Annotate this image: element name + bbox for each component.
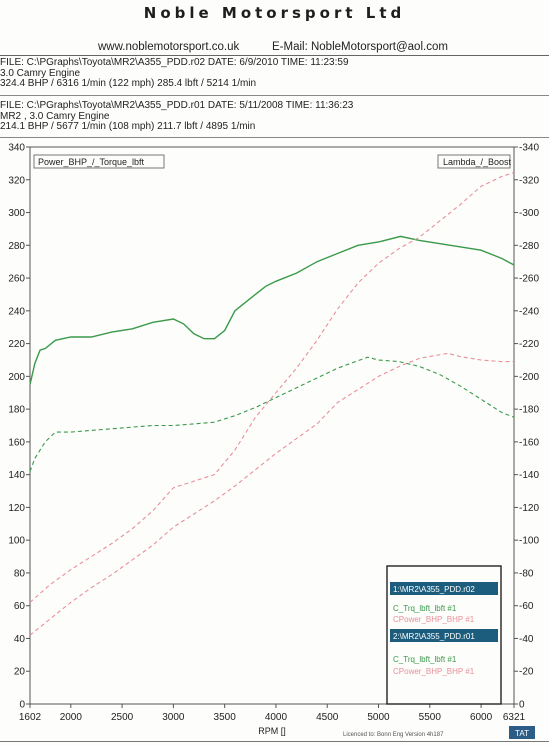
y-tick-label: 240: [8, 306, 25, 317]
legend-file1-label: 1:\MR2\A355_PDD.r02: [393, 585, 475, 594]
run2-file-line: FILE: C:\PGraphs\Toyota\MR2\A355_PDD.r01…: [0, 100, 354, 111]
y-tick-label: 300: [8, 208, 25, 219]
y-tick-label-right: -60: [519, 601, 534, 612]
series-line-power_r01: [29, 352, 514, 636]
website-link[interactable]: www.noblemotorsport.co.uk: [98, 41, 240, 53]
x-tick-label: 6321: [503, 712, 526, 723]
y-tick-label-right: -80: [519, 568, 534, 579]
y-tick-label: 140: [8, 470, 25, 481]
y-tick-label-right: -120: [519, 503, 539, 514]
y-tick-label-right: -340: [519, 143, 539, 154]
y-tick-label: 0: [19, 700, 25, 711]
y-tick-label: 180: [8, 405, 25, 416]
x-tick-label: 4500: [316, 712, 339, 723]
run1-file-line: FILE: C:\PGraphs\Toyota\MR2\A355_PDD.r02…: [0, 57, 349, 68]
contact-bar: www.noblemotorsport.co.uk E-Mail: NobleM…: [0, 40, 549, 56]
x-tick-label: 5500: [419, 712, 442, 723]
y-tick-label: 40: [14, 634, 26, 645]
legend-file1-bar: [390, 582, 498, 595]
y-tick-label: 320: [8, 175, 25, 186]
y-tick-label-right: -40: [519, 634, 534, 645]
y-tick-label-right: -240: [519, 306, 539, 317]
legend-file2-label: 2:\MR2\A355_PDD.r01: [393, 632, 475, 641]
x-tick-label: 1602: [19, 712, 42, 723]
x-tick-label: 5000: [367, 712, 390, 723]
y-tick-label: 120: [8, 503, 25, 514]
x-tick-label: 2500: [111, 712, 134, 723]
right-axis-label-box: [437, 154, 511, 169]
left-axis-label-box: [33, 154, 165, 169]
x-tick-label: 2000: [60, 712, 83, 723]
y-tick-label: 280: [8, 241, 25, 252]
y-tick-label-right: -180: [519, 405, 539, 416]
x-tick-label: 3000: [162, 712, 185, 723]
series-line-torque_r02: [29, 235, 515, 385]
x-tick-label: 6000: [470, 712, 493, 723]
y-tick-label: 220: [8, 339, 25, 350]
y-tick-label: 100: [8, 536, 25, 547]
y-tick-label-right: -280: [519, 241, 539, 252]
run-info-1: FILE: C:\PGraphs\Toyota\MR2\A355_PDD.r02…: [0, 57, 549, 90]
legend-file1-torque: C_Trq_lbft_lbft #1: [393, 604, 457, 613]
y-tick-label-right: -140: [519, 470, 539, 481]
run2-result-line: 214.1 BHP / 5677 1/min (108 mph) 211.7 l…: [0, 121, 256, 132]
legend-file2-bar: [390, 629, 498, 642]
y-tick-label-right: -20: [519, 667, 534, 678]
y-tick-label: 340: [8, 143, 25, 154]
run1-engine-line: 3.0 Camry Engine: [0, 67, 81, 79]
y-tick-label: 160: [8, 437, 25, 448]
left-axis-label: Power_BHP_/_Torque_lbft: [38, 157, 145, 167]
x-axis-label: RPM []: [258, 726, 286, 736]
run-divider: [0, 95, 549, 96]
company-title: Noble Motorsport Ltd: [143, 4, 406, 22]
run-info-2: FILE: C:\PGraphs\Toyota\MR2\A355_PDD.r01…: [0, 100, 549, 133]
footer-divider: [0, 741, 549, 742]
tat-badge: [509, 726, 535, 739]
y-tick-label: 20: [14, 667, 26, 678]
x-tick-label: 3500: [214, 712, 237, 723]
run2-engine-line: MR2 , 3.0 Camry Engine: [0, 110, 110, 122]
series-line-torque_r01: [29, 356, 515, 472]
license-text: Licenced to: Bonn Eng Version 4h187: [343, 732, 444, 738]
x-tick-label: 4000: [265, 712, 288, 723]
header-divider: [0, 55, 549, 56]
y-tick-label-right: -200: [519, 372, 539, 383]
y-tick-label: 60: [14, 601, 26, 612]
legend-file1-power: CPower_BHP_BHP #1: [393, 615, 475, 624]
y-tick-label-right: -260: [519, 274, 539, 285]
series-line-power_r02: [29, 172, 515, 603]
right-axis-label: Lambda_/_Boost: [443, 157, 512, 167]
y-tick-label-right: -320: [519, 175, 539, 186]
y-tick-label-right: -100: [519, 536, 539, 547]
y-tick-label-right: 0: [519, 700, 525, 711]
tat-badge-label: TAT: [515, 729, 529, 738]
y-tick-label-right: -300: [519, 208, 539, 219]
run1-result-line: 324.4 BHP / 6316 1/min (122 mph) 285.4 l…: [0, 78, 257, 89]
y-tick-label: 260: [8, 274, 25, 285]
legend-file2-power: CPower_BHP_BHP #1: [393, 667, 475, 676]
y-tick-label-right: -160: [519, 437, 539, 448]
legend-file2-torque: C_Trq_lbft_lbft #1: [393, 655, 457, 664]
email-link[interactable]: E-Mail: NobleMotorsport@aol.com: [272, 41, 448, 53]
y-tick-label: 80: [14, 568, 26, 579]
y-tick-label-right: -220: [519, 339, 539, 350]
plot-divider: [0, 137, 549, 138]
plot-area: [29, 146, 515, 705]
y-tick-label: 200: [8, 372, 25, 383]
